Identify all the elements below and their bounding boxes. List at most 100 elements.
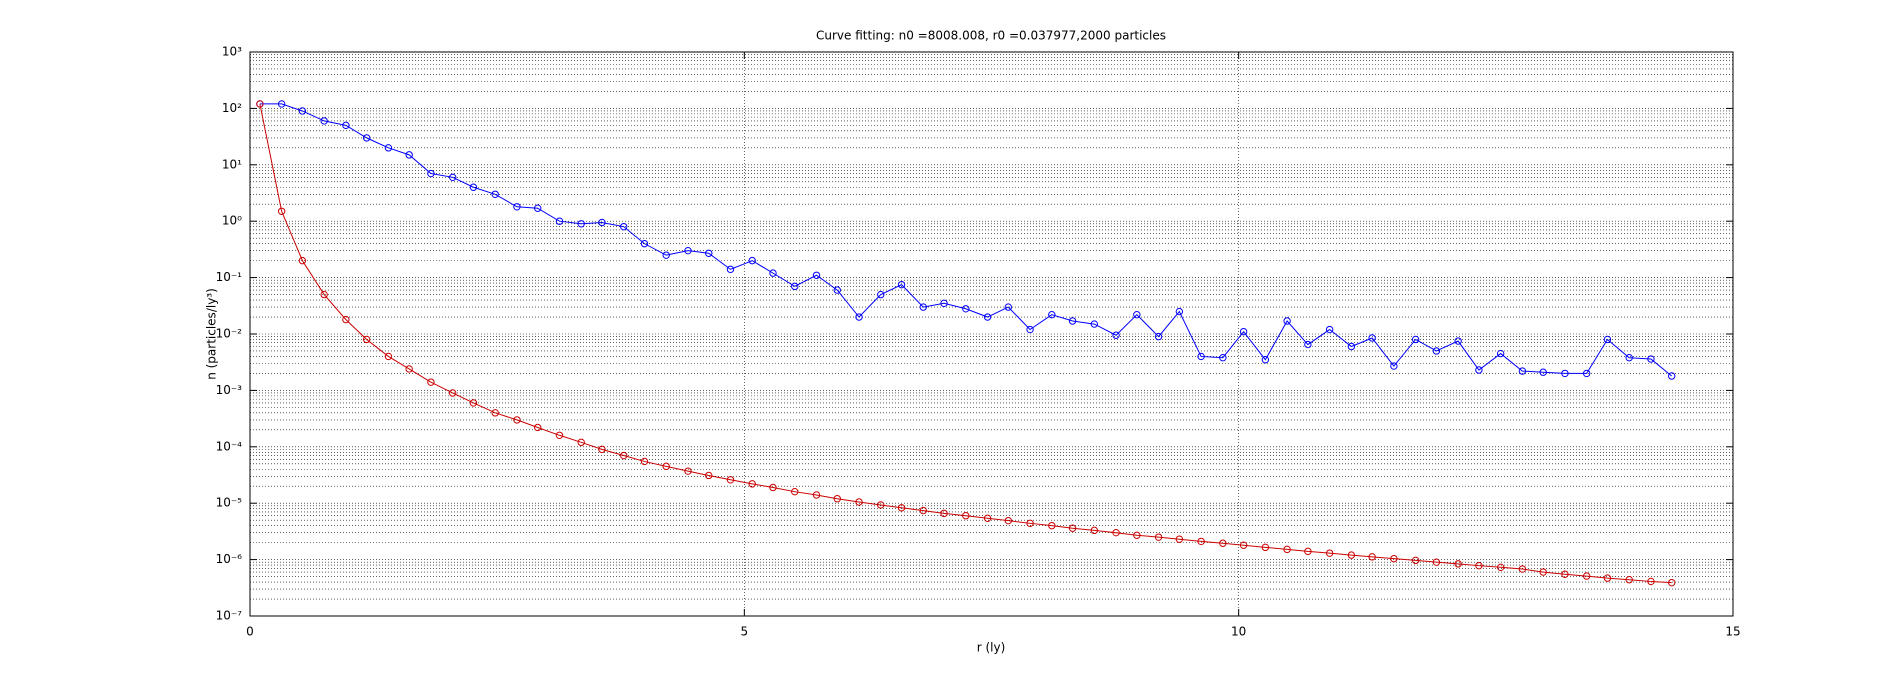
data-point <box>1304 340 1312 349</box>
data-point <box>769 483 777 492</box>
data-point <box>491 190 499 198</box>
data-point <box>1475 366 1483 374</box>
y-tick-label: 10⁰ <box>222 214 242 228</box>
data-point <box>897 280 906 289</box>
data-point <box>620 451 628 460</box>
data-point <box>962 305 970 313</box>
y-axis-label: n (particles/ly³) <box>205 288 219 380</box>
data-point <box>1283 317 1291 325</box>
data-point <box>448 389 457 397</box>
data-point <box>812 271 821 279</box>
data-point <box>1625 576 1633 584</box>
data-point <box>897 504 906 512</box>
data-point <box>534 204 542 212</box>
y-tick-label: 10⁻³ <box>216 383 243 397</box>
data-point <box>1325 325 1334 334</box>
data-point <box>1454 560 1462 568</box>
data-point <box>640 239 649 248</box>
data-point <box>833 286 841 294</box>
data-point <box>1304 547 1312 556</box>
y-tick-label: 10² <box>222 101 242 115</box>
data-point <box>1112 528 1120 537</box>
data-point <box>1175 535 1184 543</box>
data-point <box>342 315 350 324</box>
data-point <box>298 107 307 115</box>
data-point <box>256 100 264 108</box>
data-point <box>1561 369 1569 378</box>
data-point <box>877 290 885 299</box>
data-point <box>1133 310 1141 319</box>
data-point <box>298 256 307 265</box>
data-point <box>833 495 841 503</box>
y-tick-label: 10⁻⁷ <box>216 609 243 623</box>
x-tick-label: 5 <box>741 625 749 639</box>
data-point <box>705 471 713 480</box>
data-point <box>705 249 713 257</box>
data-point <box>513 203 521 211</box>
data-point <box>469 183 478 191</box>
data-point <box>1261 543 1270 552</box>
chart-title: Curve fitting: n0 =8008.008, r0 =0.03797… <box>816 29 1166 43</box>
data-point <box>983 514 992 522</box>
data-point <box>855 313 863 321</box>
data-point <box>1197 352 1205 361</box>
data-point <box>791 282 799 291</box>
data-point <box>1539 568 1547 576</box>
data-point <box>1539 368 1547 376</box>
data-point <box>1239 541 1248 549</box>
data-point <box>384 352 393 361</box>
data-point <box>919 506 927 515</box>
data-point <box>1518 565 1527 573</box>
data-point <box>620 222 628 231</box>
x-tick-label: 10 <box>1231 625 1246 639</box>
series-line <box>259 103 1673 377</box>
data-point <box>469 399 478 407</box>
data-point <box>962 512 970 520</box>
data-point <box>405 365 413 373</box>
data-point <box>726 265 735 274</box>
data-point <box>1197 537 1205 546</box>
data-point <box>277 100 286 108</box>
data-point <box>1603 574 1612 582</box>
data-point <box>1390 554 1398 563</box>
data-point <box>1496 563 1505 572</box>
data-point <box>940 509 948 518</box>
data-point <box>1048 310 1056 319</box>
data-point <box>1175 307 1184 316</box>
data-point <box>577 438 585 447</box>
data-point <box>598 445 606 454</box>
data-point <box>1432 558 1441 566</box>
data-point <box>1026 325 1034 334</box>
data-point <box>1368 334 1376 342</box>
data-point <box>362 134 371 142</box>
data-point <box>1090 526 1099 535</box>
data-point <box>1239 327 1248 336</box>
y-tick-label: 10⁻⁵ <box>216 496 243 510</box>
data-point <box>1475 561 1483 570</box>
data-point <box>726 476 735 484</box>
data-point <box>1411 556 1420 565</box>
data-point <box>1347 551 1356 559</box>
y-tick-label: 10⁻⁶ <box>216 552 243 566</box>
data-point <box>1647 355 1655 363</box>
data-point <box>1261 356 1270 364</box>
data-point <box>1368 553 1376 561</box>
data-point <box>1112 331 1120 339</box>
data-point <box>598 218 606 227</box>
data-point <box>1347 342 1356 351</box>
data-point <box>640 457 649 466</box>
data-point <box>513 416 521 424</box>
data-point <box>277 207 286 215</box>
data-point <box>555 217 564 225</box>
data-point <box>1582 572 1591 580</box>
data-point <box>1668 372 1676 380</box>
data-point <box>1026 519 1034 528</box>
data-point <box>855 498 863 506</box>
data-point <box>684 246 692 255</box>
data-point <box>1496 349 1505 358</box>
data-point <box>791 487 799 496</box>
data-point <box>1219 354 1227 362</box>
data-point <box>405 151 413 159</box>
x-tick-label: 0 <box>246 625 254 639</box>
data-point <box>384 144 393 152</box>
